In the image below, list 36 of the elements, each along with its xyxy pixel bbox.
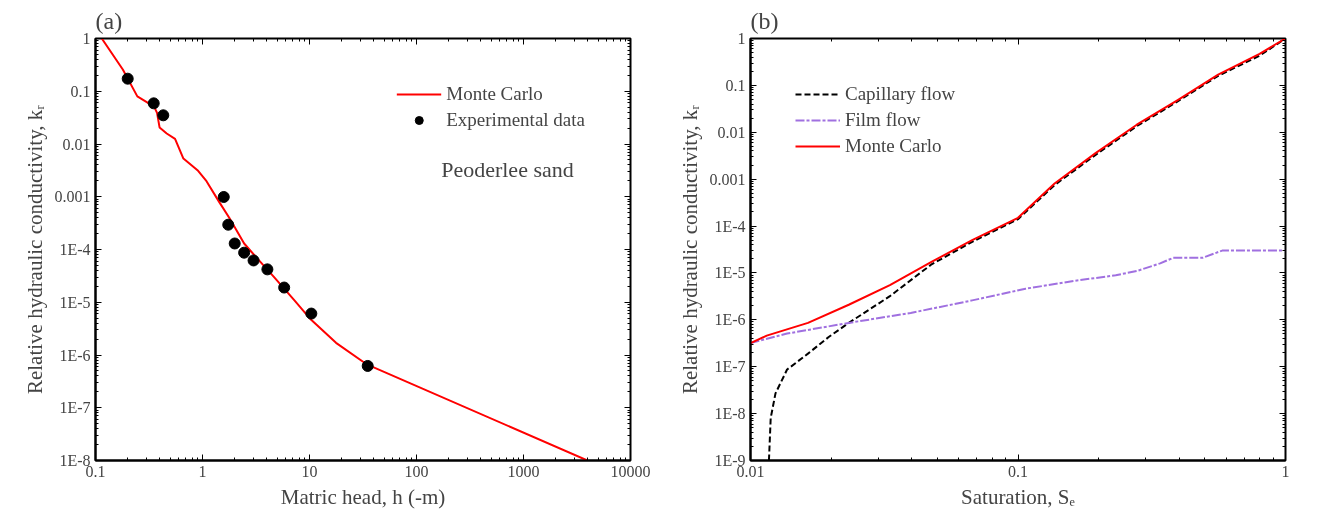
y-tick-label: 0.1 <box>70 82 91 100</box>
y-tick-label: 1E-8 <box>714 405 746 423</box>
y-tick-label: 0.001 <box>54 188 91 206</box>
legend-label: Experimental data <box>446 109 585 131</box>
legend-label: Capillary flow <box>845 83 956 105</box>
x-axis-title: Saturation, Sₑ <box>961 484 1076 509</box>
y-tick-label: 1 <box>737 30 746 47</box>
y-tick-label: 0.001 <box>709 170 746 188</box>
x-tick-label: 10 <box>301 462 318 480</box>
chart-title: (b) <box>750 7 779 34</box>
y-tick-label: 0.01 <box>717 123 746 141</box>
y-tick-label: 1E-5 <box>714 264 746 282</box>
y-axis-title: Relative hydraulic conductivity, kᵣ <box>22 104 47 395</box>
y-tick-label: 1E-7 <box>714 358 746 376</box>
legend-label: Film flow <box>845 109 921 131</box>
x-tick-label: 1 <box>1281 462 1290 480</box>
legend-label: Monte Carlo <box>446 83 543 105</box>
x-axis-title: Matric head, h (-m) <box>280 484 446 509</box>
x-tick-label: 1000 <box>507 462 540 480</box>
y-tick-label: 1E-4 <box>59 241 91 258</box>
chart-title: (a) <box>95 7 123 34</box>
y-tick-label: 1E-4 <box>714 217 746 235</box>
y-tick-label: 1E-6 <box>59 346 91 364</box>
x-tick-label: 1 <box>198 462 207 480</box>
y-tick-label: 1E-5 <box>59 293 91 311</box>
x-tick-label: 10000 <box>610 462 651 480</box>
y-tick-label: 0.1 <box>725 76 746 94</box>
legend-label: Monte Carlo <box>845 135 942 157</box>
y-tick-label: 1E-6 <box>714 311 746 329</box>
y-tick-label: 1E-7 <box>59 399 91 417</box>
x-tick-label: 0.1 <box>1008 462 1028 480</box>
y-tick-label: 0.01 <box>62 135 91 153</box>
y-tick-label: 1 <box>82 30 91 47</box>
annotation: Peoderlee sand <box>441 156 574 182</box>
y-axis-title: Relative hydraulic conductivity, kᵣ <box>677 104 702 395</box>
x-tick-label: 100 <box>404 462 429 480</box>
